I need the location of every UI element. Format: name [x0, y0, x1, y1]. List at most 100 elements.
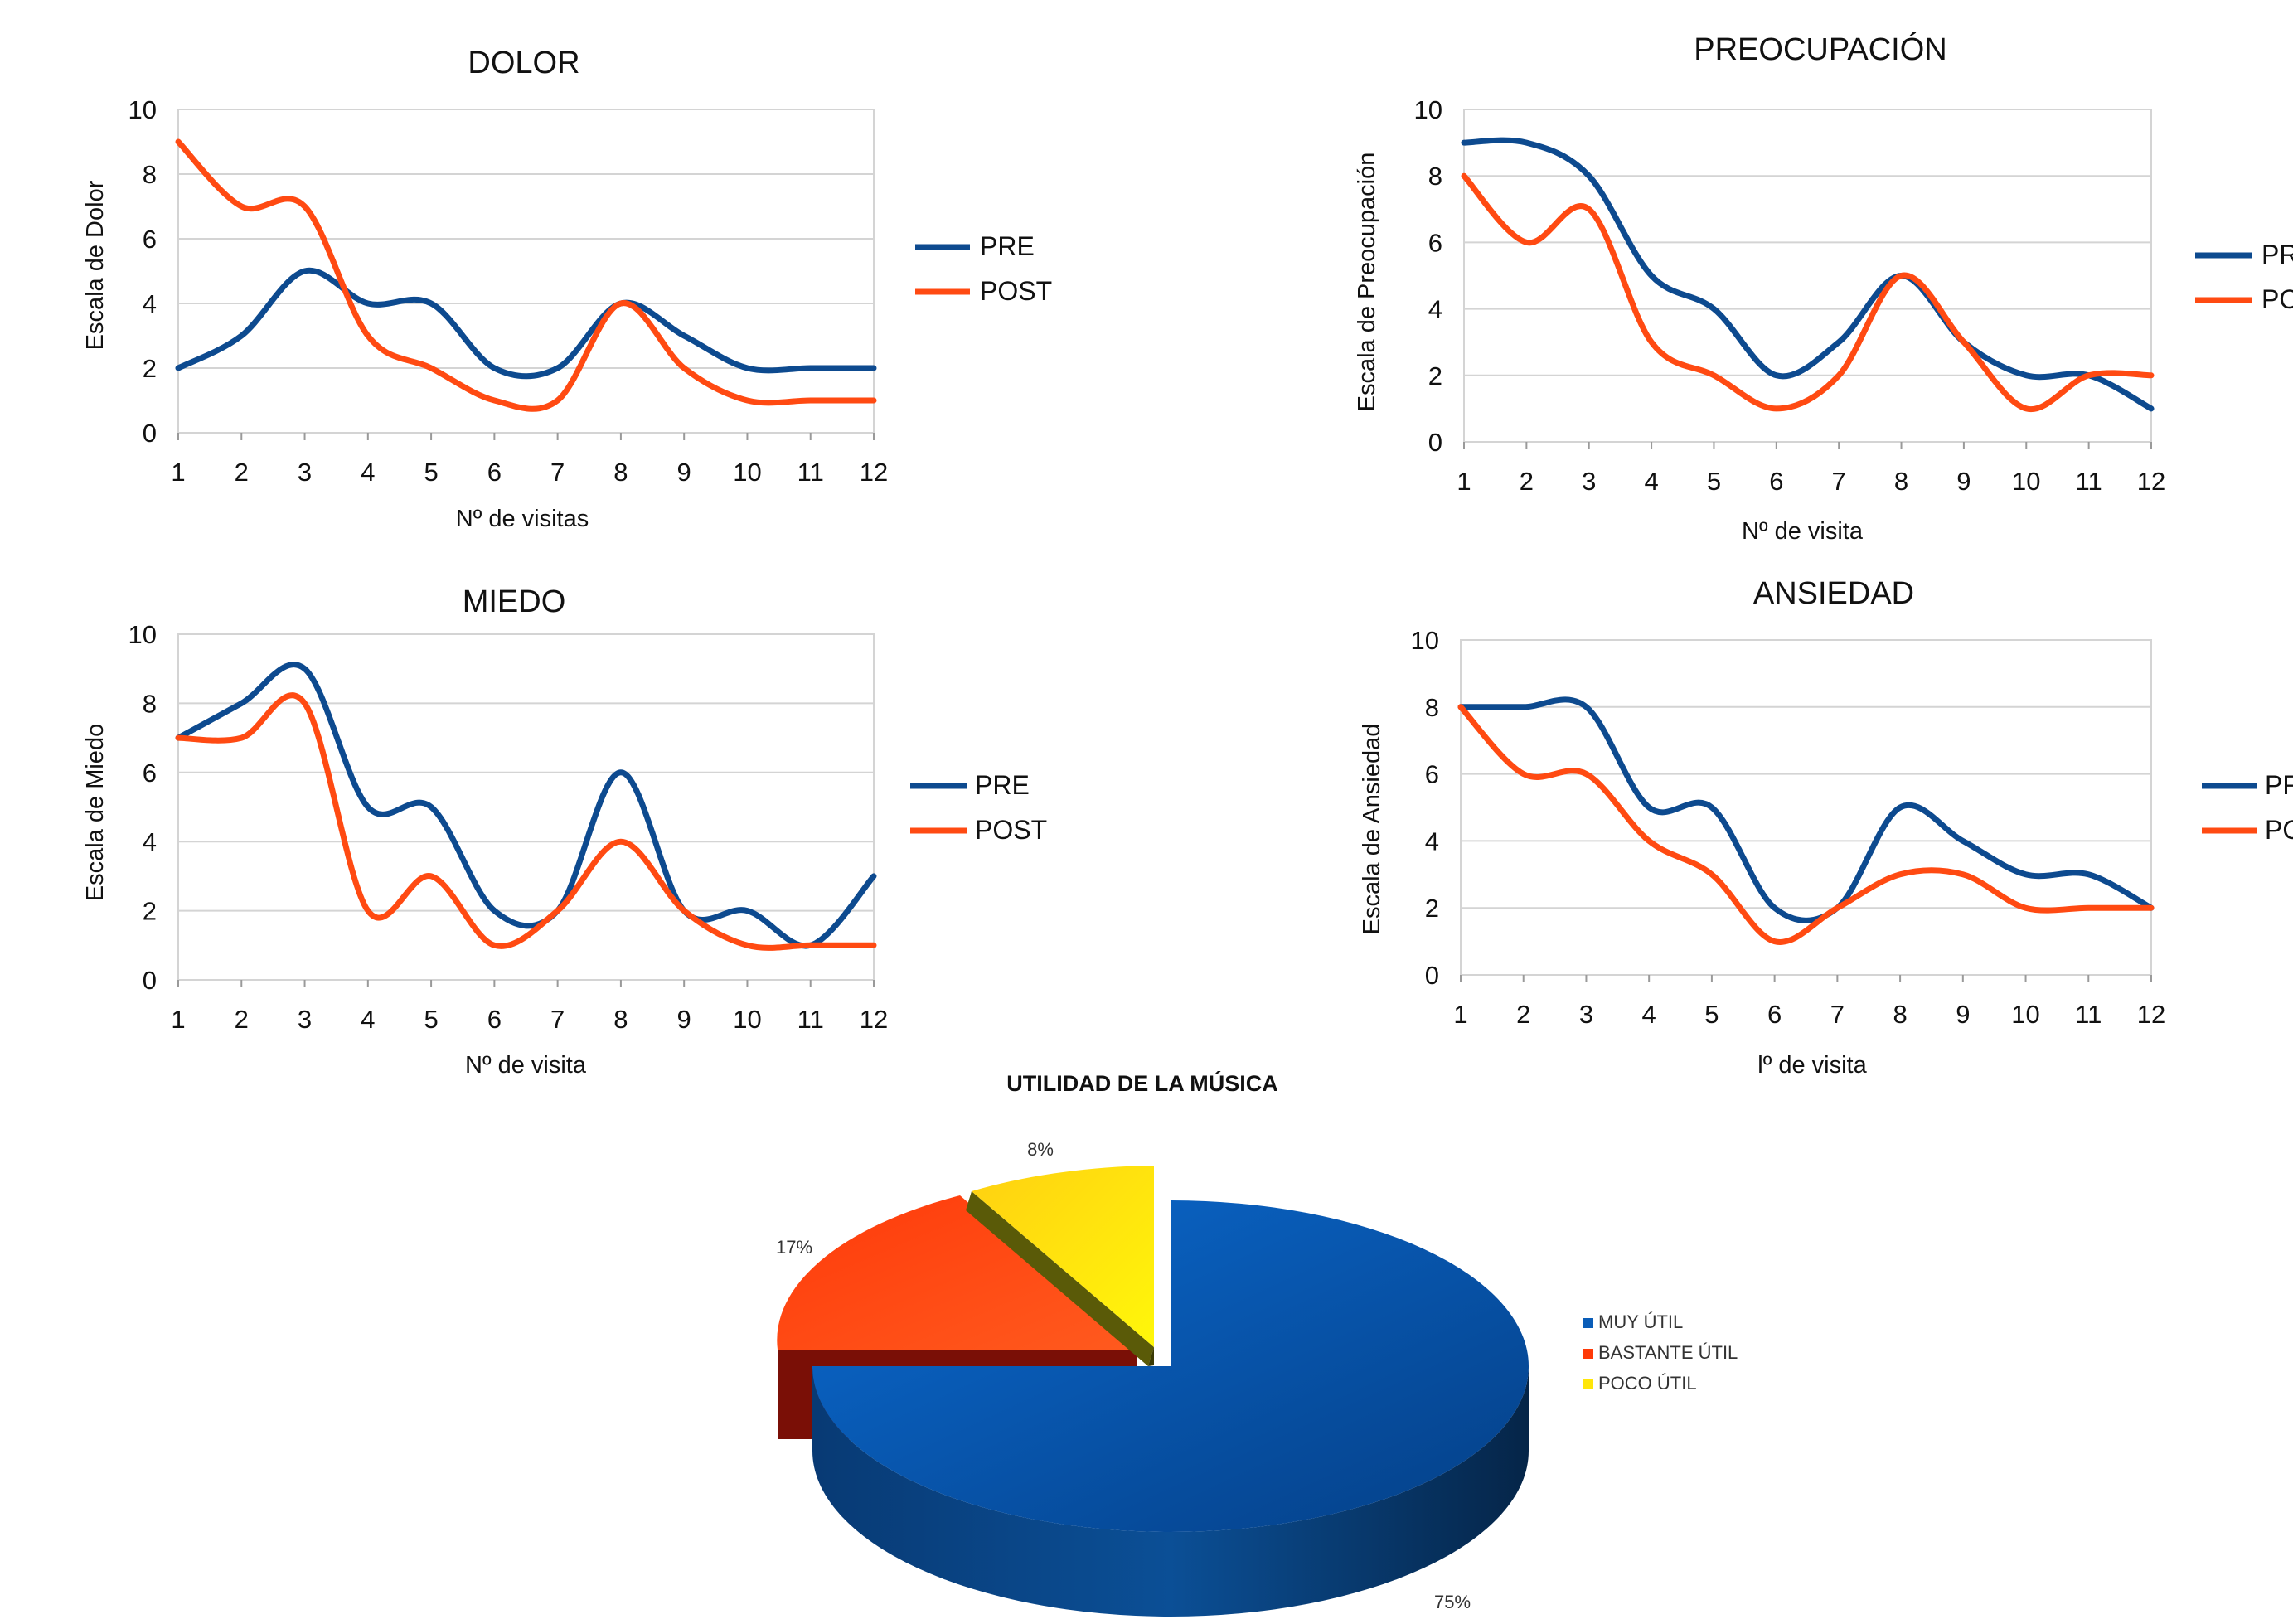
- chart-ansiedad: ANSIEDAD Escala de Ansiedad lº de visita…: [1359, 576, 2293, 1079]
- legend-label-post: POST: [975, 815, 1047, 845]
- y-tick-label: 2: [1428, 361, 1442, 390]
- series-line-pre: [1457, 696, 2155, 923]
- legend-swatch-muy-util: [1583, 1318, 1593, 1328]
- y-tick-label: 4: [1428, 295, 1442, 324]
- x-tick-label: 1: [1457, 467, 1471, 496]
- y-tick-label: 6: [1428, 228, 1442, 257]
- x-tick-label: 8: [613, 1005, 628, 1034]
- legend: MUY ÚTIL BASTANTE ÚTIL POCO ÚTIL: [1583, 1311, 1738, 1394]
- y-tick-label: 8: [143, 689, 157, 718]
- series-line-post: [1457, 704, 2155, 945]
- x-axis-label: Nº de visitas: [456, 506, 589, 532]
- y-tick-label: 10: [1414, 95, 1442, 124]
- chart-title: UTILIDAD DE LA MÚSICA: [1006, 1070, 1277, 1096]
- y-tick-label: 2: [143, 897, 157, 926]
- pie-label-muy-util: 75%: [1434, 1592, 1471, 1612]
- chart-title: MIEDO: [463, 584, 566, 619]
- legend-swatch-poco-util: [1583, 1379, 1593, 1389]
- x-tick-label: 4: [361, 458, 375, 487]
- y-tick-label: 0: [1425, 961, 1439, 990]
- x-tick-label: 8: [1893, 1000, 1907, 1029]
- x-tick-label: 9: [677, 1005, 691, 1034]
- plot-frame: [177, 633, 875, 981]
- series-line-pre: [175, 267, 877, 380]
- legend-label-muy-util: MUY ÚTIL: [1598, 1311, 1683, 1332]
- series-line-post: [175, 138, 877, 412]
- x-tick-label: 1: [171, 1005, 185, 1034]
- x-tick-label: 5: [1707, 467, 1721, 496]
- y-tick-label: 4: [143, 827, 157, 856]
- x-axis-label: Nº de visita: [465, 1052, 587, 1079]
- x-tick-label: 10: [2012, 467, 2040, 496]
- x-tick-label: 12: [860, 458, 888, 487]
- series-line-pre: [175, 662, 877, 949]
- y-tick-label: 10: [128, 620, 157, 649]
- x-tick-label: 4: [1644, 467, 1658, 496]
- x-axis-label: lº de visita: [1757, 1052, 1867, 1079]
- chart-dolor: DOLOR Escala de Dolor Nº de visitas 0 2 4 6…: [82, 46, 1052, 532]
- x-tick-label: 11: [2075, 1000, 2102, 1029]
- y-tick-label: 8: [1425, 693, 1439, 722]
- y-tick-label: 10: [1411, 626, 1439, 655]
- y-tick-label: 0: [1428, 428, 1442, 457]
- legend: PRE POST: [910, 770, 1047, 845]
- x-tick-label: 6: [487, 458, 502, 487]
- x-tick-label: 11: [2076, 467, 2102, 496]
- legend: PRE POST: [2202, 770, 2293, 845]
- chart-title: PREOCUPACIÓN: [1694, 32, 1946, 67]
- x-tick-label: 9: [1956, 1000, 1970, 1029]
- legend-label-post: POST: [2261, 284, 2293, 314]
- y-tick-label: 0: [143, 419, 157, 448]
- x-tick-label: 7: [550, 458, 565, 487]
- x-tick-label: 10: [733, 458, 761, 487]
- y-tick-label: 10: [128, 95, 157, 124]
- chart-preocupacion: PREOCUPACIÓN Escala de Preocupación Nº d…: [1354, 32, 2293, 545]
- x-tick-label: 10: [733, 1005, 761, 1034]
- x-tick-label: 6: [1767, 1000, 1782, 1029]
- legend-swatch-bastante-util: [1583, 1349, 1593, 1359]
- legend: PRE POST: [915, 231, 1052, 306]
- y-tick-label: 8: [143, 160, 157, 189]
- x-tick-label: 2: [235, 1005, 249, 1034]
- x-tick-label: 2: [1516, 1000, 1530, 1029]
- x-tick-label: 3: [298, 458, 312, 487]
- y-axis-label: Escala de Miedo: [82, 724, 109, 901]
- x-tick-label: 2: [235, 458, 249, 487]
- pie-label-poco-util: 8%: [1027, 1139, 1054, 1160]
- x-tick-label: 10: [2011, 1000, 2039, 1029]
- y-axis-label: Escala de Dolor: [82, 180, 109, 350]
- y-tick-label: 4: [1425, 827, 1439, 856]
- x-tick-label: 7: [550, 1005, 565, 1034]
- x-tick-label: 8: [1894, 467, 1908, 496]
- x-tick-label: 2: [1520, 467, 1534, 496]
- x-tick-label: 9: [677, 458, 691, 487]
- y-tick-label: 2: [143, 354, 157, 383]
- legend-label-bastante-util: BASTANTE ÚTIL: [1598, 1342, 1738, 1363]
- y-tick-label: 4: [143, 289, 157, 318]
- x-tick-label: 11: [797, 458, 824, 487]
- x-tick-label: 3: [1579, 1000, 1593, 1029]
- legend-label-post: POST: [980, 276, 1052, 306]
- plot-frame: [1463, 109, 2152, 443]
- plot-frame: [1460, 639, 2152, 976]
- legend-label-post: POST: [2265, 815, 2293, 845]
- x-tick-label: 8: [613, 458, 628, 487]
- x-tick-label: 6: [1769, 467, 1783, 496]
- y-tick-label: 2: [1425, 894, 1439, 923]
- pie-slice-poco-util: [966, 1166, 1154, 1366]
- pie-slice-muy-util: [812, 1200, 1529, 1617]
- x-tick-label: 1: [171, 458, 185, 487]
- x-axis-label: Nº de visita: [1742, 518, 1864, 545]
- chart-utilidad: UTILIDAD DE LA MÚSICA 75% 17% 8%: [776, 1070, 1738, 1617]
- legend-label-poco-util: POCO ÚTIL: [1598, 1373, 1697, 1394]
- legend-label-pre: PRE: [2265, 770, 2293, 800]
- x-tick-label: 5: [1704, 1000, 1719, 1029]
- x-tick-label: 6: [487, 1005, 502, 1034]
- chart-title: DOLOR: [468, 46, 579, 80]
- x-tick-label: 7: [1830, 1000, 1845, 1029]
